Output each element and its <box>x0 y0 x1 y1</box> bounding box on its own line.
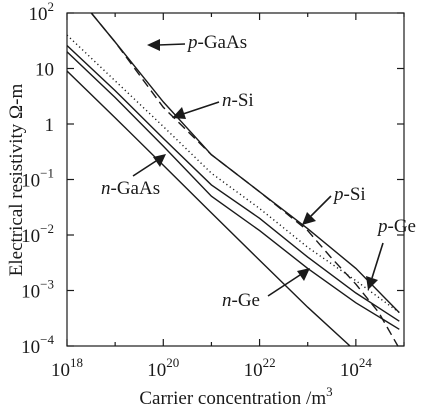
x-tick-label: 1018 <box>51 355 83 381</box>
annotation-n-ge: n-Ge <box>222 290 260 311</box>
y-tick-label: 102 <box>29 0 55 25</box>
arrow-p-ge <box>366 242 384 290</box>
x-axis-title: Carrier concentration /m3 <box>139 384 332 409</box>
annotation-p-ge: p-Ge <box>376 216 416 237</box>
series-line-4 <box>67 34 400 314</box>
arrow-p-si <box>302 195 332 225</box>
y-tick-label: 10−4 <box>21 332 54 358</box>
arrow-n-gaas <box>132 154 166 177</box>
annotation-p-gaas: p-GaAs <box>186 32 247 53</box>
y-axis-title: Electrical resistivity Ω-m <box>6 84 27 277</box>
annotation-p-si: p-Si <box>332 184 366 205</box>
series-line-3 <box>67 44 400 322</box>
x-tick-label: 1024 <box>340 355 373 381</box>
annotation-n-gaas: n-GaAs <box>101 178 160 199</box>
arrow-p-gaas <box>147 39 186 51</box>
x-tick-label: 1022 <box>244 355 276 381</box>
arrow-n-si <box>172 101 220 119</box>
y-tick-label: 10−3 <box>21 277 54 303</box>
series-line-1 <box>67 70 352 346</box>
y-tick-label: 10−1 <box>21 166 54 192</box>
arrow-n-ge <box>267 268 310 297</box>
y-tick-label: 10−2 <box>21 221 54 247</box>
y-tick-label: 10 <box>35 60 54 81</box>
series-line-2 <box>67 51 400 330</box>
annotation-n-si: n-Si <box>222 90 254 111</box>
y-tick-label: 1 <box>45 115 55 136</box>
series-line-6 <box>90 13 399 346</box>
series-line-5 <box>90 13 400 314</box>
x-tick-label: 1020 <box>147 355 179 381</box>
